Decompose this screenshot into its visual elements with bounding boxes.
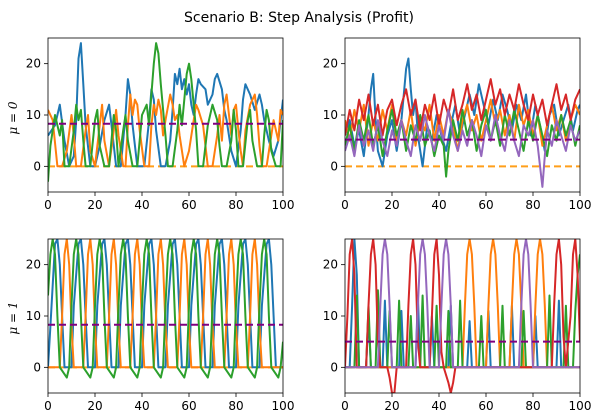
y-tick-label: 0 <box>33 159 41 173</box>
x-tick-label: 100 <box>272 399 295 413</box>
x-tick-label: 0 <box>44 399 52 413</box>
y-tick-label: 10 <box>26 309 41 323</box>
x-tick-label: 40 <box>134 399 149 413</box>
y-tick-label: 10 <box>323 309 338 323</box>
x-tick-label: 60 <box>478 198 493 212</box>
x-tick-label: 60 <box>181 399 196 413</box>
plot-area-top-left <box>48 42 283 182</box>
panel-top-left: 0 20 40 60 80 100 0 10 20 <box>26 37 295 212</box>
plot-area-top-right <box>345 57 580 188</box>
y-tick-label: 10 <box>26 108 41 122</box>
x-tick-label: 100 <box>569 399 592 413</box>
series-line-C2 <box>48 42 283 182</box>
plot-area-bottom-left <box>48 239 283 379</box>
x-tick-label: 0 <box>44 198 52 212</box>
series-line-C2 <box>48 239 283 379</box>
y-tick-label: 0 <box>330 159 338 173</box>
x-tick-label: 80 <box>228 399 243 413</box>
y-tick-label: 0 <box>330 360 338 374</box>
x-tick-label: 40 <box>134 198 149 212</box>
panel-top-right: 0 20 40 60 80 100 0 10 20 <box>323 37 592 212</box>
series-line-C4 <box>345 239 580 369</box>
row-label-mu-1: μ = 1 <box>6 301 20 334</box>
series-line-C1 <box>48 239 283 369</box>
row-label-mu-0: μ = 0 <box>6 101 20 134</box>
y-tick-label: 20 <box>323 57 338 71</box>
series-line-C4 <box>345 108 580 188</box>
x-tick-label: 40 <box>431 399 446 413</box>
y-tick-label: 0 <box>33 360 41 374</box>
x-tick-label: 80 <box>525 198 540 212</box>
series-line-C0 <box>48 239 283 369</box>
x-tick-label: 60 <box>478 399 493 413</box>
series-line-C3 <box>345 239 580 393</box>
x-tick-label: 100 <box>272 198 295 212</box>
y-tick-label: 20 <box>26 57 41 71</box>
x-tick-label: 20 <box>87 198 102 212</box>
panel-bottom-right: 0 20 40 60 80 100 0 10 20 <box>323 238 592 413</box>
series-line-C2 <box>345 108 580 178</box>
x-tick-label: 0 <box>341 198 349 212</box>
y-tick-label: 10 <box>323 108 338 122</box>
x-tick-label: 20 <box>87 399 102 413</box>
x-tick-label: 20 <box>384 399 399 413</box>
y-tick-label: 20 <box>26 258 41 272</box>
panel-bottom-left: 0 20 40 60 80 100 0 10 20 <box>26 238 295 413</box>
x-tick-label: 100 <box>569 198 592 212</box>
y-tick-label: 20 <box>323 258 338 272</box>
figure-title: Scenario B: Step Analysis (Profit) <box>184 10 414 26</box>
x-tick-label: 20 <box>384 198 399 212</box>
x-tick-label: 80 <box>228 198 243 212</box>
series-line-C1 <box>345 98 580 152</box>
x-tick-label: 60 <box>181 198 196 212</box>
x-tick-label: 40 <box>431 198 446 212</box>
series-line-C2 <box>345 254 580 369</box>
x-tick-label: 0 <box>341 399 349 413</box>
x-tick-label: 80 <box>525 399 540 413</box>
plot-area-bottom-right <box>345 239 580 393</box>
series-line-C3 <box>345 78 580 137</box>
